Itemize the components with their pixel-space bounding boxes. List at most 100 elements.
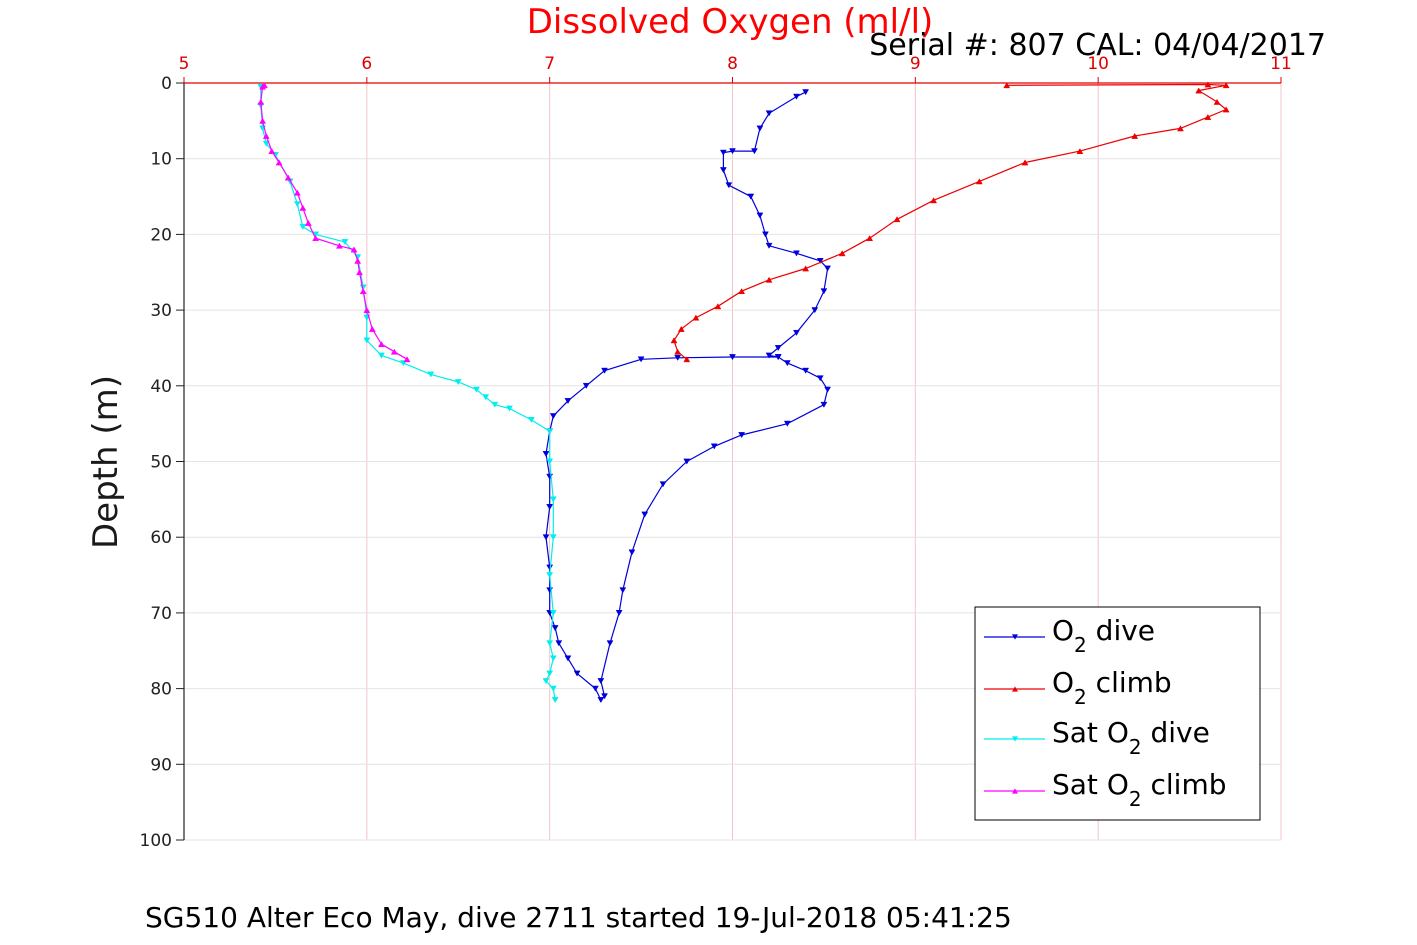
data-point: [793, 93, 800, 100]
legend-subscript: 2: [1074, 633, 1087, 657]
legend-label: O2 dive: [1052, 614, 1155, 657]
legend-prefix: Sat: [1052, 716, 1107, 749]
legend-rest: dive: [1142, 716, 1210, 749]
x-tick-label: 7: [544, 54, 555, 74]
data-point: [802, 367, 810, 374]
data-point: [378, 341, 385, 348]
legend-item: O2 climb: [984, 666, 1172, 709]
data-point: [710, 443, 718, 450]
data-point: [601, 367, 608, 374]
x-tick-label: 9: [910, 54, 921, 74]
data-point: [257, 98, 265, 105]
y-tick-label: 10: [150, 150, 172, 170]
data-point: [714, 303, 722, 310]
legend-box: [974, 606, 1261, 821]
data-point: [549, 685, 557, 692]
serial-cal-label: Serial #: 807 CAL: 04/04/2017: [869, 28, 1326, 63]
series-line: [260, 84, 408, 360]
data-point: [838, 250, 846, 257]
y-tick-label: 0: [161, 74, 172, 94]
data-point: [546, 640, 554, 647]
data-point: [719, 149, 727, 156]
data-point: [783, 360, 791, 367]
data-point: [359, 288, 367, 295]
data-point: [299, 204, 307, 211]
legend-marker: [1012, 788, 1018, 794]
legend: O2 dive O2 climb Sat O2 dive Sat O2 climb: [974, 606, 1261, 821]
series-o2-climb: [670, 81, 1230, 363]
data-point: [591, 685, 599, 692]
series-o2-dive: [542, 89, 832, 704]
data-point: [820, 401, 828, 408]
data-point: [262, 132, 270, 139]
data-point: [546, 504, 554, 511]
x-tick-label: 8: [727, 54, 738, 74]
data-point: [261, 82, 268, 89]
data-point: [482, 394, 490, 401]
series-sat-o2-climb: [257, 82, 411, 363]
legend-label: Sat O2 dive: [1052, 716, 1210, 759]
data-point: [802, 265, 810, 272]
data-point: [527, 417, 535, 423]
y-tick-label: 60: [150, 528, 172, 548]
data-point: [765, 242, 773, 249]
legend-label: Sat O2 climb: [1052, 768, 1227, 811]
legend-rest: climb: [1142, 768, 1227, 801]
legend-item: O2 dive: [984, 614, 1155, 657]
data-point: [820, 288, 828, 295]
legend-item: Sat O2 climb: [984, 768, 1227, 811]
series-group: [257, 81, 1230, 704]
tick-labels: 5 6 7 8 9 10 11 0 10 20 30 40 50 60 70 80 90 100: [140, 54, 1292, 851]
data-point: [354, 257, 362, 264]
data-point: [692, 314, 700, 321]
legend-rest: climb: [1087, 666, 1172, 699]
legend-marker: [1012, 736, 1018, 742]
data-point: [774, 354, 782, 361]
data-point: [811, 307, 819, 314]
data-point: [637, 356, 645, 363]
data-point: [597, 678, 605, 685]
data-point: [738, 288, 746, 295]
data-point: [284, 174, 292, 181]
data-point: [551, 697, 559, 704]
data-point: [341, 239, 349, 246]
data-point: [659, 481, 667, 488]
y-tick-label: 80: [150, 680, 172, 700]
data-point: [1003, 82, 1011, 89]
data-point: [299, 223, 307, 230]
x-tick-label: 10: [1087, 54, 1109, 74]
data-point: [751, 148, 758, 155]
data-point: [506, 405, 513, 412]
y-tick-label: 30: [150, 301, 172, 321]
data-point: [473, 386, 480, 393]
data-point: [729, 354, 736, 361]
data-point: [293, 201, 301, 208]
legend-subscript: 2: [1129, 735, 1142, 759]
data-point: [546, 458, 554, 465]
data-point: [683, 356, 691, 363]
data-point: [866, 235, 874, 242]
data-point: [262, 140, 270, 147]
data-point: [619, 587, 627, 594]
data-point: [542, 534, 550, 541]
data-point: [549, 496, 557, 503]
data-point: [335, 242, 343, 249]
data-point: [774, 345, 782, 352]
data-point: [674, 348, 682, 355]
data-point: [1076, 148, 1084, 154]
data-point: [549, 655, 557, 662]
data-point: [677, 325, 685, 332]
data-point: [641, 511, 649, 518]
data-point: [765, 276, 773, 283]
data-point: [747, 193, 755, 200]
data-point: [546, 428, 554, 435]
legend-label: O2 climb: [1052, 666, 1172, 709]
data-point: [546, 572, 554, 579]
data-point: [628, 549, 636, 556]
legend-marker: [1012, 634, 1018, 640]
data-point: [555, 640, 563, 647]
data-point: [670, 337, 678, 344]
data-point: [564, 655, 572, 662]
data-point: [930, 197, 938, 204]
